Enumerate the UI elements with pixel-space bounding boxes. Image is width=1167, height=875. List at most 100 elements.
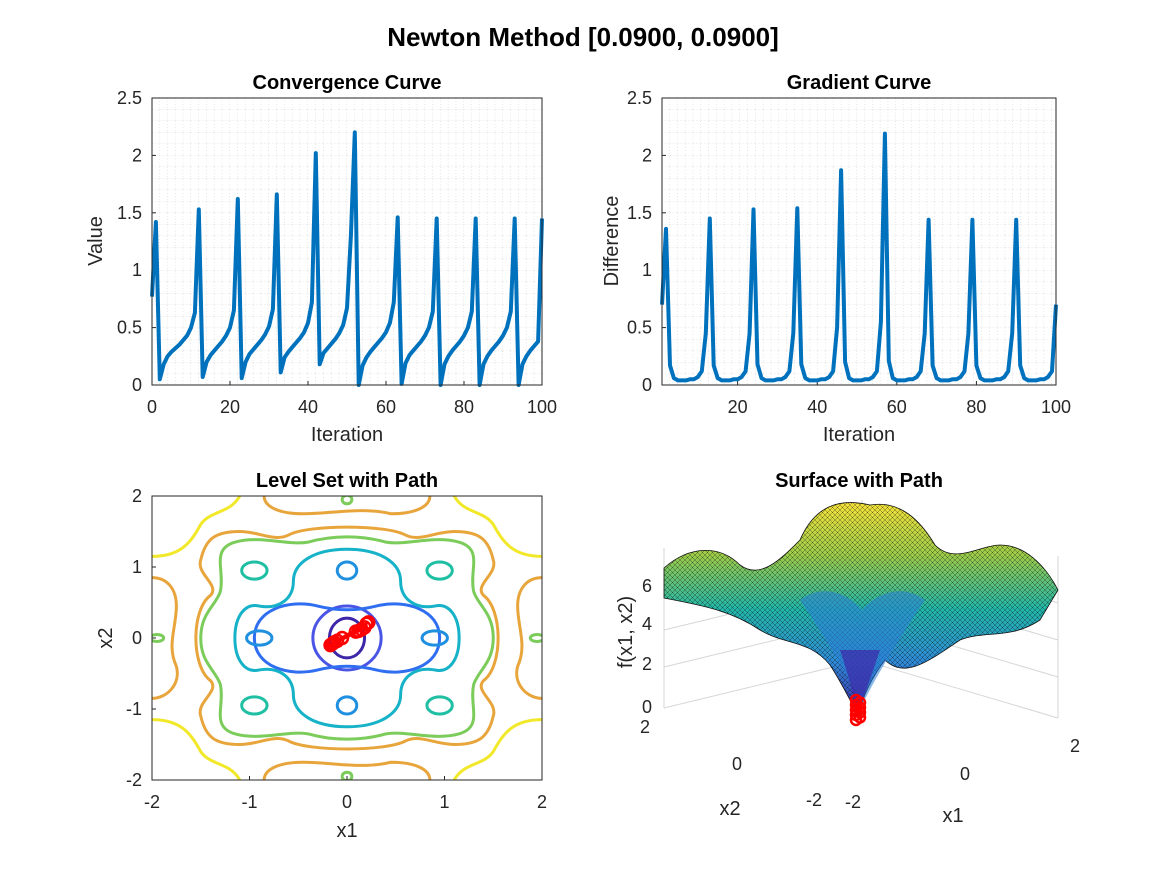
x-tick-label: 1 xyxy=(439,792,449,812)
contour-line xyxy=(454,720,542,780)
y-tick-label: 1.5 xyxy=(627,203,652,223)
y-tick-label: 0.5 xyxy=(627,318,652,338)
gradient-panel: Gradient Curve Iteration Difference 20 40… xyxy=(601,72,1071,446)
x-tick-label: 100 xyxy=(527,397,557,417)
y-tick-label: 2 xyxy=(132,486,142,506)
x-axis-label: x1 xyxy=(942,805,963,827)
x-tick-label: -2 xyxy=(845,792,861,812)
x-tick-label: 80 xyxy=(966,397,986,417)
z-tick-label: 4 xyxy=(642,614,652,634)
optimization-path xyxy=(325,616,375,651)
contour-line xyxy=(342,772,352,781)
y-tick-label: 1 xyxy=(132,557,142,577)
convergence-panel: Convergence Curve Iteration Value 0 20 40 6… xyxy=(85,72,557,446)
contour-line xyxy=(427,697,452,714)
y-tick-label: 0 xyxy=(642,375,652,395)
y-tick-label: 2 xyxy=(132,145,142,165)
contour-line xyxy=(264,496,430,514)
contour-line xyxy=(530,634,544,641)
path-marker xyxy=(353,625,365,637)
x-tick-label: 40 xyxy=(298,397,318,417)
axes-box xyxy=(661,97,1057,386)
x-tick-label: 0 xyxy=(147,397,157,417)
axes-box xyxy=(151,97,543,386)
contour-line xyxy=(242,562,267,579)
series-line xyxy=(660,131,1058,383)
z-tick-labels: 0 2 4 6 xyxy=(642,576,652,717)
path-marker xyxy=(325,639,337,651)
x-tick-label: 60 xyxy=(376,397,396,417)
y-tick-label: 0 xyxy=(132,628,142,648)
x-tick-label: 80 xyxy=(454,397,474,417)
series-layer xyxy=(660,131,1058,383)
series-line xyxy=(150,130,544,387)
x-tick-label: 0 xyxy=(342,792,352,812)
minor-grid xyxy=(152,98,542,385)
tick-layer: -2 -1 0 1 2 -2 -1 0 1 2 xyxy=(126,486,547,812)
contour-line xyxy=(242,697,267,714)
panel-title: Surface with Path xyxy=(775,470,943,492)
x-axis-label: Iteration xyxy=(823,424,895,446)
path-marker xyxy=(336,632,348,644)
contour-line xyxy=(254,604,439,672)
x-tick-label: 40 xyxy=(807,397,827,417)
y-axis-label: x2 xyxy=(719,798,740,820)
x-tick-label: -1 xyxy=(241,792,257,812)
minor-grid xyxy=(662,98,1056,385)
contour-line xyxy=(342,495,352,504)
panel-title: Gradient Curve xyxy=(787,72,931,94)
x-tick-label: 100 xyxy=(1041,397,1071,417)
y-axis-label: Value xyxy=(85,216,107,266)
x-tick-labels: -2 0 2 xyxy=(845,736,1080,812)
y-tick-label: 1 xyxy=(642,260,652,280)
y-tick-labels: 2 0 -2 xyxy=(640,717,822,810)
y-tick-label: -2 xyxy=(806,790,822,810)
contour-line xyxy=(454,496,542,556)
figure-title: Newton Method [0.0900, 0.0900] xyxy=(387,22,779,52)
surface-panel: Surface with Path 0 2 4 xyxy=(615,470,1080,827)
x-tick-label: 20 xyxy=(728,397,748,417)
x-tick-label: 60 xyxy=(887,397,907,417)
x-axis-label: Iteration xyxy=(311,424,383,446)
y-tick-label: 2 xyxy=(640,717,650,737)
y-tick-label: 2.5 xyxy=(627,88,652,108)
z-axis-label: f(x1, x2) xyxy=(615,596,637,668)
contour-plot-area xyxy=(150,495,544,780)
z-tick-label: 6 xyxy=(642,576,652,596)
y-tick-label: 0 xyxy=(132,375,142,395)
x-axis-label: x1 xyxy=(336,820,357,842)
tick-layer: 20 40 60 80 100 0 0.5 1 1.5 2 2.5 xyxy=(627,88,1071,417)
surface xyxy=(663,502,1059,717)
y-tick-label: 1 xyxy=(132,260,142,280)
y-tick-label: 2 xyxy=(642,145,652,165)
contour-line xyxy=(337,562,357,579)
x-tick-label: 2 xyxy=(537,792,547,812)
y-axis-label: Difference xyxy=(601,196,623,287)
contour-line xyxy=(517,578,542,699)
tick-layer: 0 20 40 60 80 100 0 0.5 1 1.5 2 2.5 xyxy=(117,88,557,417)
contour-line xyxy=(313,606,381,670)
contour-line xyxy=(201,537,494,739)
panel-title: Convergence Curve xyxy=(253,72,442,94)
panel-title: Level Set with Path xyxy=(256,470,438,492)
x-tick-label: 2 xyxy=(1070,736,1080,756)
contour-line xyxy=(235,549,459,727)
y-tick-label: -2 xyxy=(126,770,142,790)
contour-line xyxy=(196,527,498,749)
series-layer xyxy=(150,130,544,387)
contour-line xyxy=(264,762,430,780)
z-tick-label: 0 xyxy=(642,697,652,717)
y-tick-label: 1.5 xyxy=(117,203,142,223)
contour-line xyxy=(422,631,447,645)
y-axis-label: x2 xyxy=(95,627,117,648)
x-tick-label: 0 xyxy=(960,764,970,784)
x-tick-label: 20 xyxy=(220,397,240,417)
y-tick-label: 0 xyxy=(732,754,742,774)
x-tick-label: -2 xyxy=(144,792,160,812)
contour-line xyxy=(427,562,452,579)
z-tick-label: 2 xyxy=(642,654,652,674)
y-tick-label: 0.5 xyxy=(117,318,142,338)
surface-path xyxy=(849,693,867,727)
contour-line xyxy=(152,496,240,556)
